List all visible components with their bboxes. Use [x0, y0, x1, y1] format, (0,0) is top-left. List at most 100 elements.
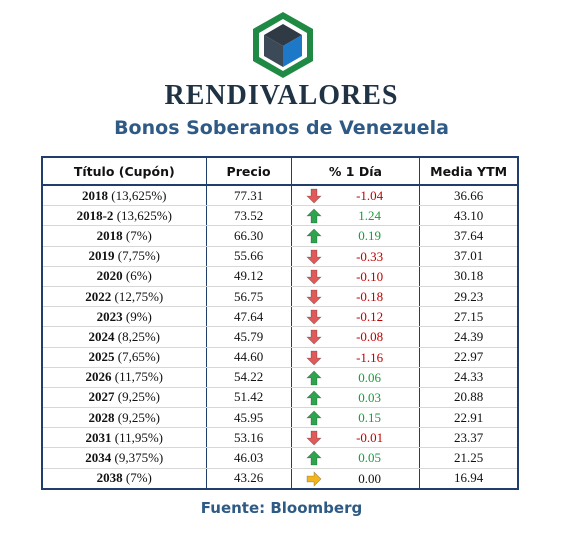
bond-ytm-cell: 37.01	[419, 246, 519, 267]
bond-price-cell: 43.26	[205, 468, 292, 490]
bond-year: 2031	[85, 429, 112, 445]
bond-change-cell: -0.18	[290, 286, 421, 308]
bond-change-cell: -0.01	[290, 427, 421, 449]
bond-price-cell: 53.16	[205, 427, 292, 449]
bond-coupon: (12,75%)	[111, 288, 164, 304]
bond-year: 2027	[88, 389, 115, 405]
bond-title-cell: 2020 (6%)	[41, 266, 207, 287]
table-header-row: Título (Cupón) Precio % 1 Día Media YTM	[41, 156, 519, 186]
arrow-up-icon	[305, 390, 322, 406]
table-row: 2018 (13,625%) 77.31 -1.04 36.66	[41, 185, 519, 207]
col-header-change: % 1 Día	[290, 156, 421, 186]
bond-title-cell: 2024 (8,25%)	[41, 326, 207, 348]
bond-year: 2018	[82, 187, 109, 203]
daily-change-value: 0.06	[358, 369, 381, 385]
bond-price-cell: 66.30	[205, 225, 292, 247]
arrow-up-icon	[305, 370, 322, 385]
bond-coupon: (9,25%)	[114, 389, 161, 405]
bond-ytm-cell: 20.88	[419, 387, 519, 409]
daily-change-value: 0.19	[358, 228, 381, 244]
bond-change-cell: 1.24	[290, 205, 421, 227]
bond-coupon: (7,75%)	[114, 248, 161, 264]
col-header-ytm: Media YTM	[419, 156, 519, 186]
bond-coupon: (11,95%)	[111, 429, 164, 445]
bond-ytm-cell: 24.39	[419, 326, 519, 348]
bond-ytm-cell: 21.25	[419, 447, 519, 469]
bond-price-cell: 44.60	[205, 347, 292, 368]
arrow-down-icon	[305, 309, 322, 325]
table-row: 2020 (6%) 49.12 -0.10 30.18	[41, 266, 519, 287]
bond-price-cell: 49.12	[205, 266, 292, 287]
bond-coupon: (8,25%)	[114, 328, 161, 344]
table-row: 2034 (9,375%) 46.03 0.05 21.25	[41, 447, 519, 469]
col-header-title: Título (Cupón)	[41, 156, 207, 186]
daily-change-value: -1.04	[356, 188, 384, 203]
bond-change-cell: -1.16	[290, 347, 421, 368]
bond-year: 2026	[85, 369, 112, 385]
bond-coupon: (9%)	[122, 308, 152, 324]
bond-price-cell: 45.95	[205, 407, 292, 429]
daily-change-value: 0.05	[358, 450, 381, 466]
bond-ytm-cell: 22.91	[419, 407, 519, 429]
bond-change-cell: -0.33	[290, 246, 421, 267]
bond-ytm-cell: 30.18	[419, 266, 519, 287]
bond-ytm-cell: 16.94	[419, 468, 519, 490]
bond-title-cell: 2019 (7,75%)	[41, 246, 207, 267]
table-row: 2018-2 (13,625%) 73.52 1.24 43.10	[41, 205, 519, 227]
bond-title-cell: 2038 (7%)	[41, 468, 207, 490]
bond-price-cell: 54.22	[205, 367, 292, 388]
bond-price-cell: 56.75	[205, 286, 292, 308]
bond-coupon: (9,25%)	[114, 409, 161, 425]
daily-change-value: -0.10	[356, 268, 384, 284]
bond-year: 2019	[88, 248, 115, 264]
bond-title-cell: 2027 (9,25%)	[41, 387, 207, 409]
bond-coupon: (13,625%)	[113, 207, 172, 223]
bond-title-cell: 2018-2 (13,625%)	[41, 205, 207, 227]
arrow-up-icon	[305, 208, 322, 224]
bond-change-cell: 0.15	[290, 407, 421, 429]
daily-change-value: 1.24	[358, 208, 381, 224]
rendivalores-logo	[253, 12, 313, 78]
bond-coupon: (7,65%)	[114, 349, 161, 365]
bond-coupon: (7%)	[122, 470, 152, 486]
daily-change-value: -0.12	[356, 309, 384, 325]
bond-ytm-cell: 23.37	[419, 427, 519, 449]
col-header-price: Precio	[205, 156, 292, 186]
bond-year: 2023	[96, 308, 123, 324]
daily-change-value: 0.15	[358, 410, 381, 426]
bond-title-cell: 2018 (7%)	[41, 225, 207, 247]
table-row: 2025 (7,65%) 44.60 -1.16 22.97	[41, 347, 519, 368]
table-row: 2019 (7,75%) 55.66 -0.33 37.01	[41, 246, 519, 267]
daily-change-value: 0.00	[358, 470, 381, 486]
table-row: 2026 (11,75%) 54.22 0.06 24.33	[41, 367, 519, 388]
bond-title-cell: 2034 (9,375%)	[41, 447, 207, 469]
bond-price-cell: 55.66	[205, 246, 292, 267]
table-row: 2024 (8,25%) 45.79 -0.08 24.39	[41, 326, 519, 348]
bond-price-cell: 51.42	[205, 387, 292, 409]
bond-ytm-cell: 37.64	[419, 225, 519, 247]
bonds-table-body: 2018 (13,625%) 77.31 -1.04 36.66 2018-2 (13,…	[41, 185, 519, 490]
bond-ytm-cell: 24.33	[419, 367, 519, 388]
bond-coupon: (13,625%)	[108, 187, 167, 203]
arrow-up-icon	[305, 410, 322, 426]
bond-year: 2038	[96, 470, 123, 486]
bond-title-cell: 2028 (9,25%)	[41, 407, 207, 429]
bond-coupon: (6%)	[122, 268, 152, 284]
arrow-down-icon	[305, 289, 322, 305]
bond-ytm-cell: 43.10	[419, 205, 519, 227]
daily-change-value: -1.16	[356, 349, 384, 365]
daily-change-value: -0.01	[356, 430, 384, 446]
bond-change-cell: -0.10	[290, 266, 421, 287]
bond-change-cell: 0.06	[290, 367, 421, 388]
table-row: 2027 (9,25%) 51.42 0.03 20.88	[41, 387, 519, 409]
bond-year: 2034	[85, 450, 112, 466]
bond-title-cell: 2022 (12,75%)	[41, 286, 207, 308]
bond-change-cell: 0.19	[290, 225, 421, 247]
brand-name: RENDIVALORES	[164, 80, 399, 111]
bond-year: 2028	[88, 409, 115, 425]
arrow-down-icon	[305, 249, 322, 264]
bond-year: 2022	[85, 288, 112, 304]
table-row: 2028 (9,25%) 45.95 0.15 22.91	[41, 407, 519, 429]
daily-change-value: -0.33	[356, 248, 384, 264]
bond-change-cell: -1.04	[290, 185, 421, 207]
